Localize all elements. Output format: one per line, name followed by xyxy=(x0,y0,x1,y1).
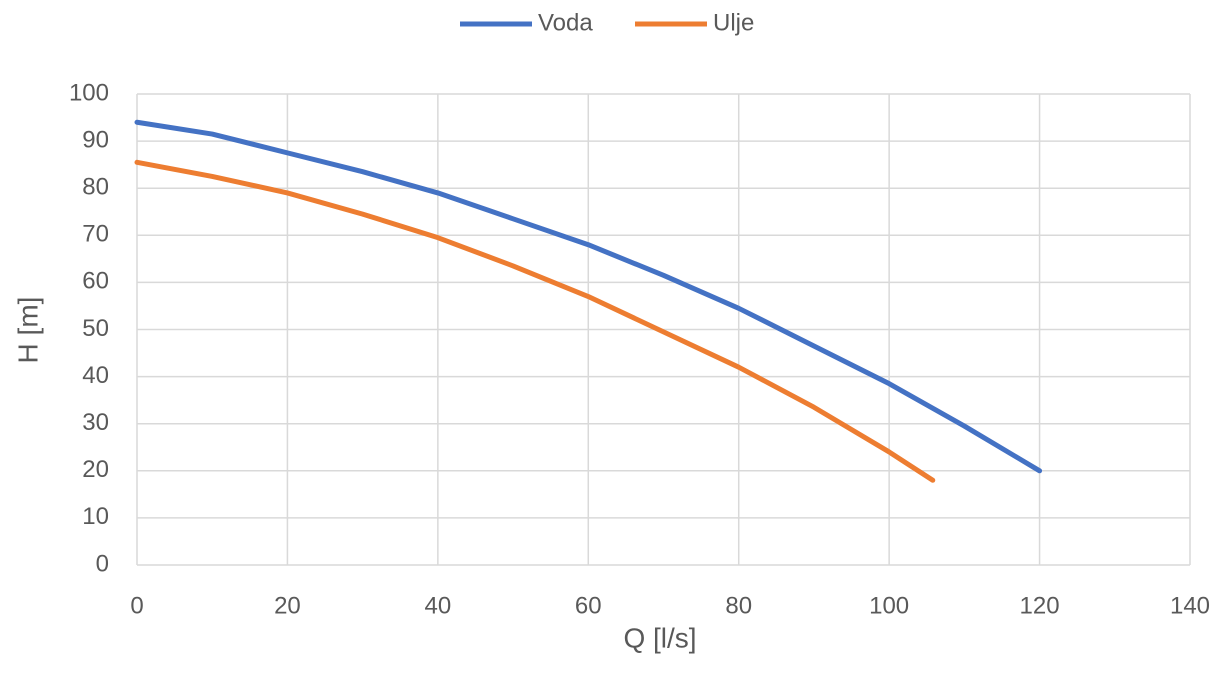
y-tick-label: 40 xyxy=(82,362,109,389)
series-line xyxy=(134,159,936,483)
x-tick-label: 40 xyxy=(425,592,452,619)
y-tick-label: 80 xyxy=(82,174,109,201)
legend-label: Ulje xyxy=(713,9,754,36)
x-tick-label: 100 xyxy=(869,592,909,619)
y-tick-label: 20 xyxy=(82,456,109,483)
x-tick-label: 20 xyxy=(274,592,301,619)
y-tick-label: 90 xyxy=(82,126,109,153)
y-tick-label: 50 xyxy=(82,315,109,342)
y-tick-label: 60 xyxy=(82,268,109,295)
x-tick-label: 140 xyxy=(1170,592,1210,619)
legend-label: Voda xyxy=(538,9,593,36)
y-tick-label: 30 xyxy=(82,409,109,436)
series-line xyxy=(134,119,1043,474)
y-tick-label: 70 xyxy=(82,221,109,248)
y-axis-label: H [m] xyxy=(12,297,43,364)
x-tick-label: 60 xyxy=(575,592,602,619)
x-tick-label: 0 xyxy=(130,592,143,619)
x-axis-label: Q [l/s] xyxy=(623,622,696,653)
y-tick-label: 0 xyxy=(96,550,109,577)
y-tick-label: 100 xyxy=(69,79,109,106)
x-tick-label: 120 xyxy=(1020,592,1060,619)
y-tick-label: 10 xyxy=(82,503,109,530)
x-tick-label: 80 xyxy=(725,592,752,619)
